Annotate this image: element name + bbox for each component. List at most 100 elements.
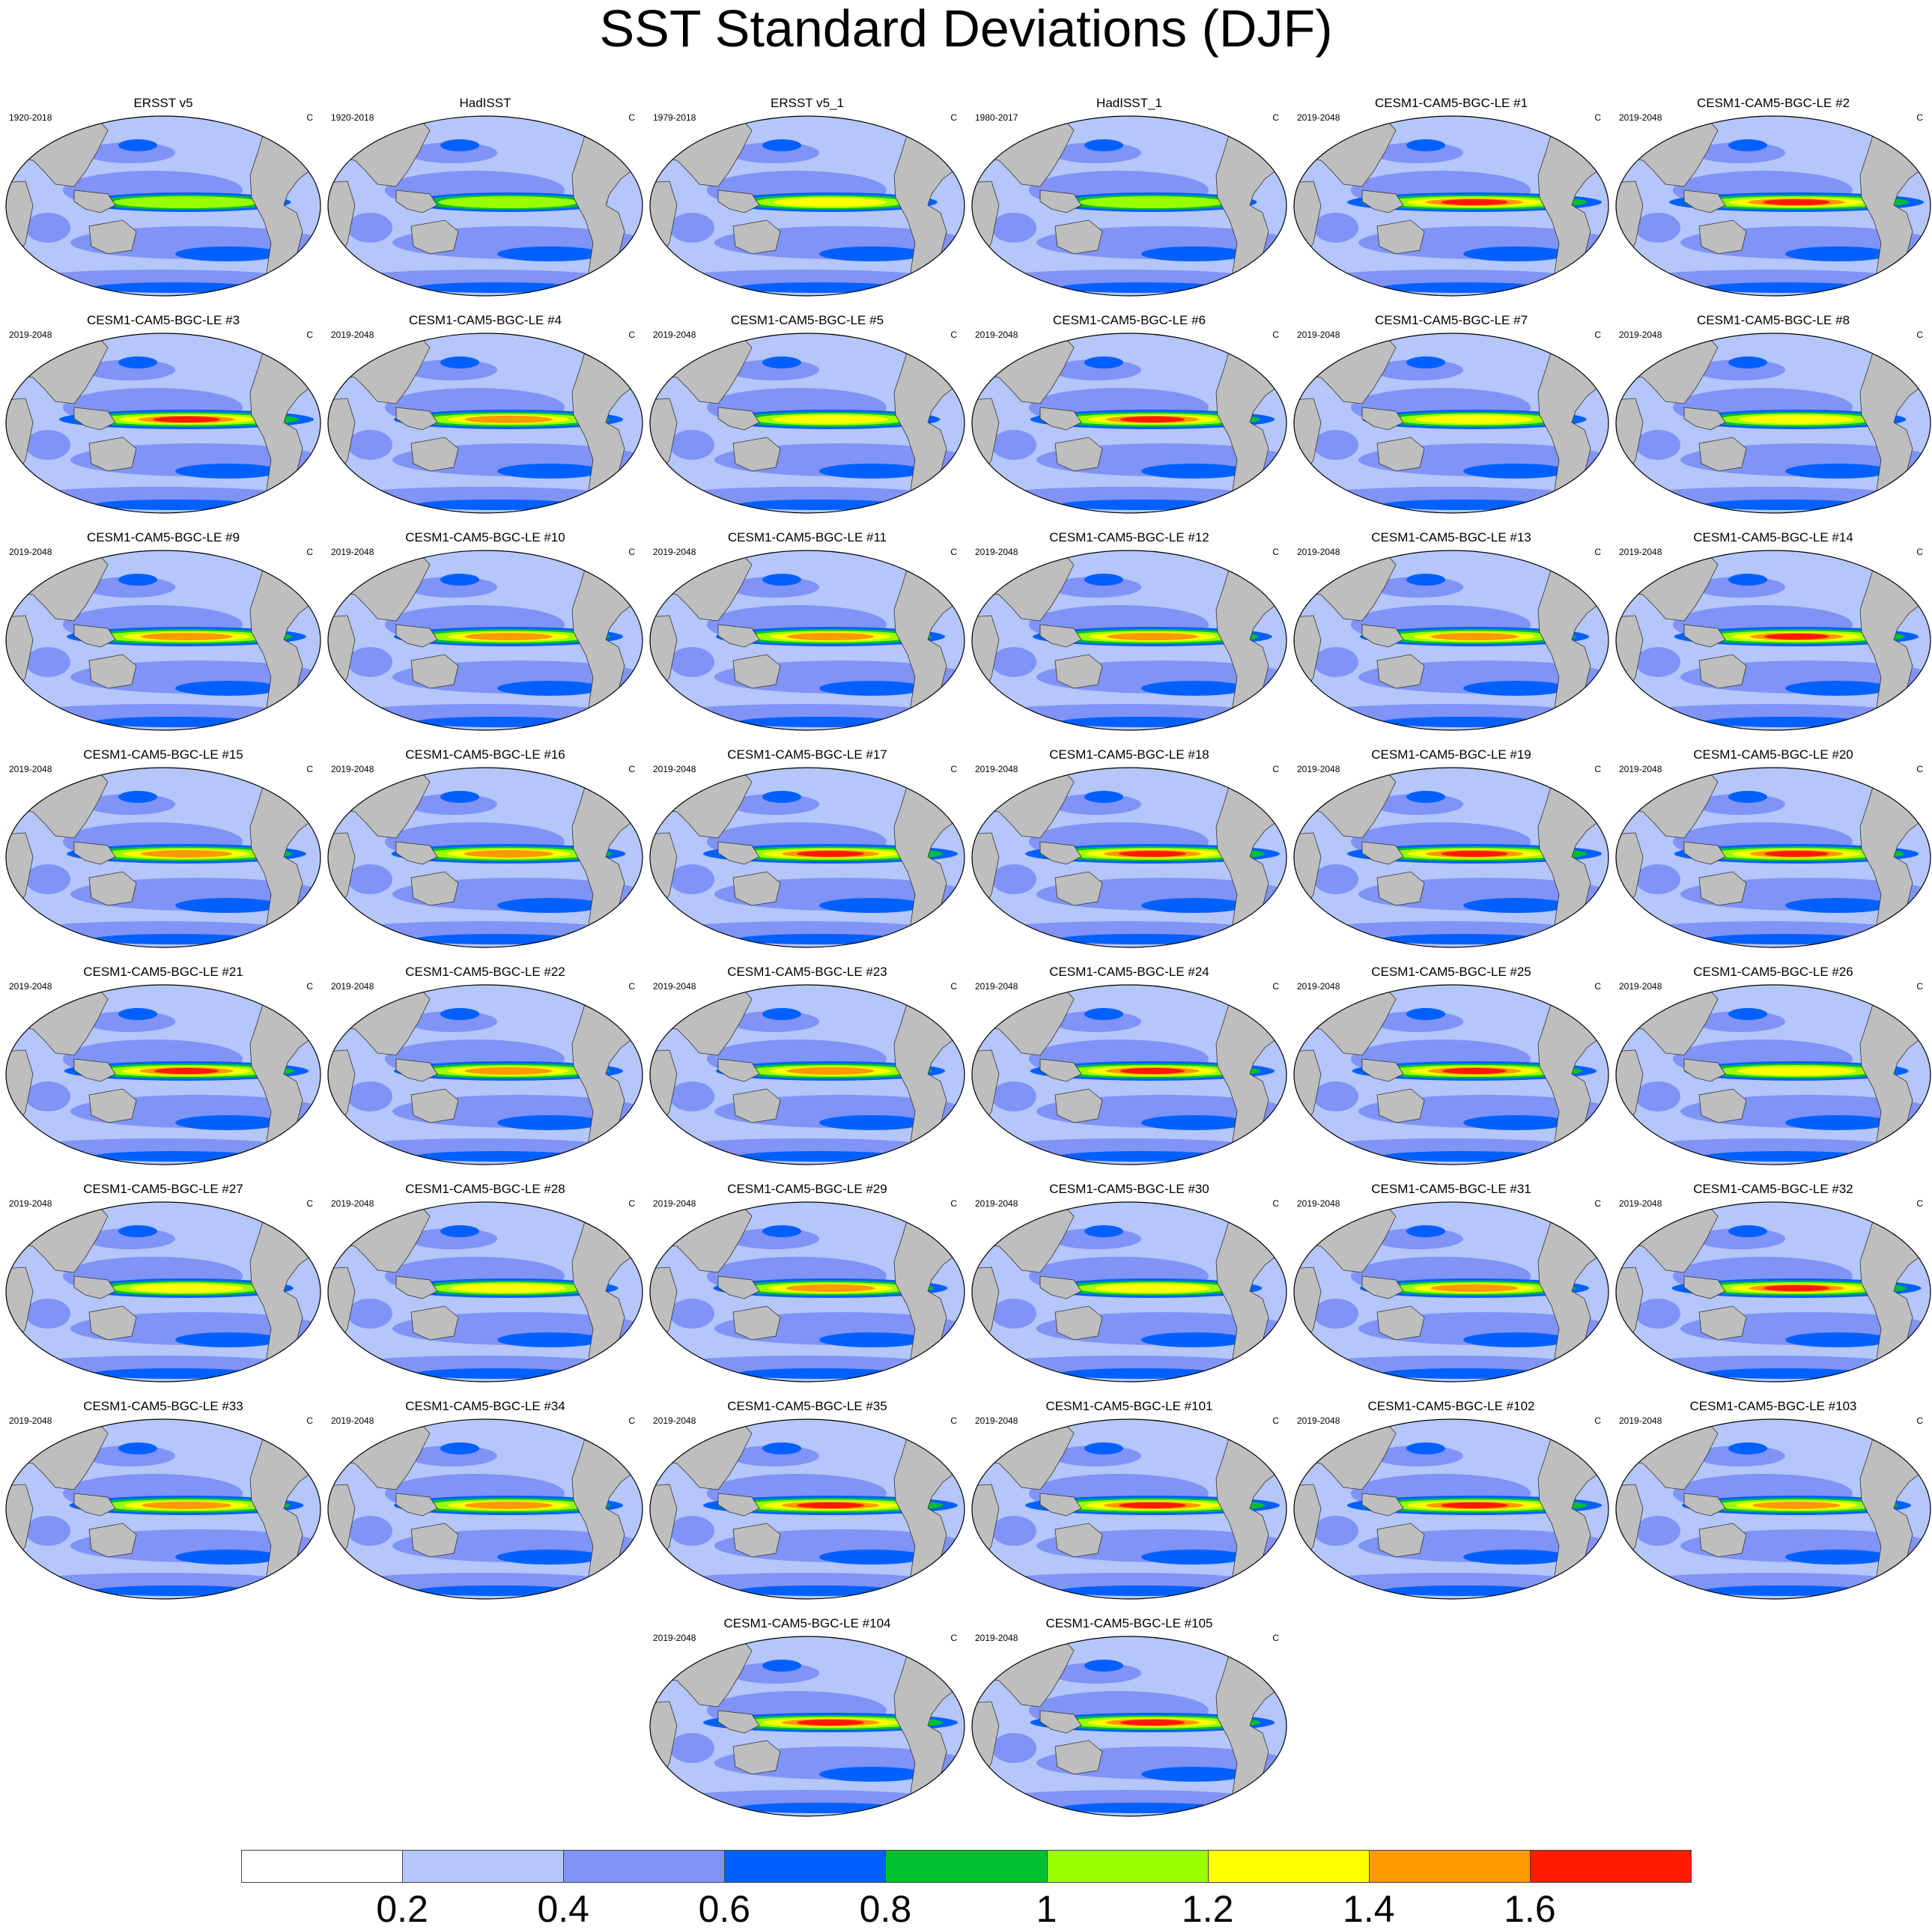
map-panel: CESM1-CAM5-BGC-LE #8 2019-2048 C <box>1613 313 1932 530</box>
panel-period: 2019-2048 <box>1297 1198 1340 1209</box>
map-panel: CESM1-CAM5-BGC-LE #18 2019-2048 C <box>969 747 1289 965</box>
panel-period: 2019-2048 <box>653 981 696 992</box>
panel-unit: C <box>1594 764 1601 774</box>
panel-title: CESM1-CAM5-BGC-LE #28 <box>405 1182 565 1196</box>
panel-period: 2019-2048 <box>1619 1415 1662 1426</box>
map-panel: CESM1-CAM5-BGC-LE #30 2019-2048 C <box>969 1182 1289 1399</box>
panel-title: CESM1-CAM5-BGC-LE #20 <box>1693 747 1853 762</box>
panel-title: CESM1-CAM5-BGC-LE #22 <box>405 965 565 979</box>
map-panel: CESM1-CAM5-BGC-LE #102 2019-2048 C <box>1291 1399 1611 1616</box>
panel-title: CESM1-CAM5-BGC-LE #101 <box>1045 1399 1213 1413</box>
sst-map <box>1293 1418 1609 1600</box>
panel-unit: C <box>1272 1415 1279 1426</box>
panel-unit: C <box>1594 112 1601 123</box>
sst-map <box>1615 1201 1931 1383</box>
map-panel: CESM1-CAM5-BGC-LE #5 2019-2048 C <box>647 313 967 530</box>
colorbar-box <box>241 1850 404 1883</box>
map-panel: HadISST 1920-2018 C <box>325 96 645 313</box>
panel-title: CESM1-CAM5-BGC-LE #102 <box>1367 1399 1535 1413</box>
sst-map <box>1293 333 1609 514</box>
panel-title: ERSST v5 <box>133 96 193 110</box>
panel-period: 2019-2048 <box>975 1633 1018 1643</box>
sst-map <box>971 767 1287 948</box>
panel-unit: C <box>1594 547 1601 557</box>
map-panel: CESM1-CAM5-BGC-LE #21 2019-2048 C <box>3 965 323 1182</box>
panel-unit: C <box>1916 764 1923 774</box>
sst-map <box>1293 115 1609 297</box>
panel-title: CESM1-CAM5-BGC-LE #33 <box>83 1399 243 1413</box>
panel-unit: C <box>1272 112 1279 123</box>
colorbar-label: 0.8 <box>859 1888 912 1930</box>
panel-unit: C <box>628 1415 635 1426</box>
sst-map <box>1293 1201 1609 1383</box>
colorbar-box <box>885 1850 1048 1883</box>
panel-period: 2019-2048 <box>1619 330 1662 340</box>
panel-title: CESM1-CAM5-BGC-LE #7 <box>1374 313 1528 327</box>
colorbar-label: 1.6 <box>1504 1888 1556 1930</box>
panel-title: CESM1-CAM5-BGC-LE #21 <box>83 965 243 979</box>
panel-unit: C <box>306 112 313 123</box>
panel-unit: C <box>628 330 635 340</box>
sst-map <box>649 550 965 731</box>
panel-title: CESM1-CAM5-BGC-LE #30 <box>1049 1182 1209 1196</box>
panel-unit: C <box>306 981 313 992</box>
panel-title: CESM1-CAM5-BGC-LE #13 <box>1371 530 1531 544</box>
colorbar-box <box>402 1850 565 1883</box>
panel-period: 2019-2048 <box>331 981 374 992</box>
panel-period: 2019-2048 <box>9 981 52 992</box>
sst-map <box>5 984 321 1165</box>
panel-period: 2019-2048 <box>1297 547 1340 557</box>
panel-title: CESM1-CAM5-BGC-LE #104 <box>723 1616 891 1630</box>
panel-unit: C <box>1916 1415 1923 1426</box>
panel-unit: C <box>628 1198 635 1209</box>
panel-period: 2019-2048 <box>975 764 1018 774</box>
map-panel: CESM1-CAM5-BGC-LE #103 2019-2048 C <box>1613 1399 1932 1616</box>
map-panel: CESM1-CAM5-BGC-LE #35 2019-2048 C <box>647 1399 967 1616</box>
panel-title: CESM1-CAM5-BGC-LE #105 <box>1045 1616 1213 1630</box>
map-panel: CESM1-CAM5-BGC-LE #24 2019-2048 C <box>969 965 1289 1182</box>
panel-unit: C <box>1272 981 1279 992</box>
sst-map <box>649 767 965 948</box>
map-panel: CESM1-CAM5-BGC-LE #14 2019-2048 C <box>1613 530 1932 747</box>
panel-period: 2019-2048 <box>975 547 1018 557</box>
sst-map <box>327 767 643 948</box>
sst-map <box>327 115 643 297</box>
panel-unit: C <box>950 547 957 557</box>
panel-title: CESM1-CAM5-BGC-LE #27 <box>83 1182 243 1196</box>
panel-period: 2019-2048 <box>9 1415 52 1426</box>
panel-unit: C <box>306 764 313 774</box>
panel-unit: C <box>1272 764 1279 774</box>
map-panel: CESM1-CAM5-BGC-LE #12 2019-2048 C <box>969 530 1289 747</box>
map-panel: CESM1-CAM5-BGC-LE #29 2019-2048 C <box>647 1182 967 1399</box>
colorbar-label: 0.2 <box>376 1888 428 1930</box>
panel-unit: C <box>1594 981 1601 992</box>
sst-map <box>1615 984 1931 1165</box>
panel-period: 2019-2048 <box>1297 764 1340 774</box>
colorbar-box <box>724 1850 887 1883</box>
sst-map <box>649 1201 965 1383</box>
map-panel: CESM1-CAM5-BGC-LE #28 2019-2048 C <box>325 1182 645 1399</box>
map-panel: CESM1-CAM5-BGC-LE #20 2019-2048 C <box>1613 747 1932 965</box>
sst-map <box>5 1201 321 1383</box>
sst-map <box>971 115 1287 297</box>
colorbar-box <box>563 1850 726 1883</box>
panel-title: CESM1-CAM5-BGC-LE #35 <box>727 1399 887 1413</box>
map-panel: CESM1-CAM5-BGC-LE #26 2019-2048 C <box>1613 965 1932 1182</box>
colorbar-box <box>1207 1850 1370 1883</box>
panel-period: 2019-2048 <box>975 330 1018 340</box>
map-panel: ERSST v5_1 1979-2018 C <box>647 96 967 313</box>
panel-period: 2019-2048 <box>975 1198 1018 1209</box>
sst-map <box>327 333 643 514</box>
panel-period: 1920-2018 <box>9 112 52 123</box>
map-panel: CESM1-CAM5-BGC-LE #33 2019-2048 C <box>3 1399 323 1616</box>
sst-map <box>971 550 1287 731</box>
sst-map <box>327 984 643 1165</box>
panel-period: 2019-2048 <box>1619 764 1662 774</box>
panel-unit: C <box>306 1198 313 1209</box>
panel-title: CESM1-CAM5-BGC-LE #16 <box>405 747 565 762</box>
panel-unit: C <box>1594 330 1601 340</box>
sst-map <box>5 115 321 297</box>
map-panel: CESM1-CAM5-BGC-LE #23 2019-2048 C <box>647 965 967 1182</box>
map-panel: HadISST_1 1980-2017 C <box>969 96 1289 313</box>
map-panel: CESM1-CAM5-BGC-LE #7 2019-2048 C <box>1291 313 1611 530</box>
